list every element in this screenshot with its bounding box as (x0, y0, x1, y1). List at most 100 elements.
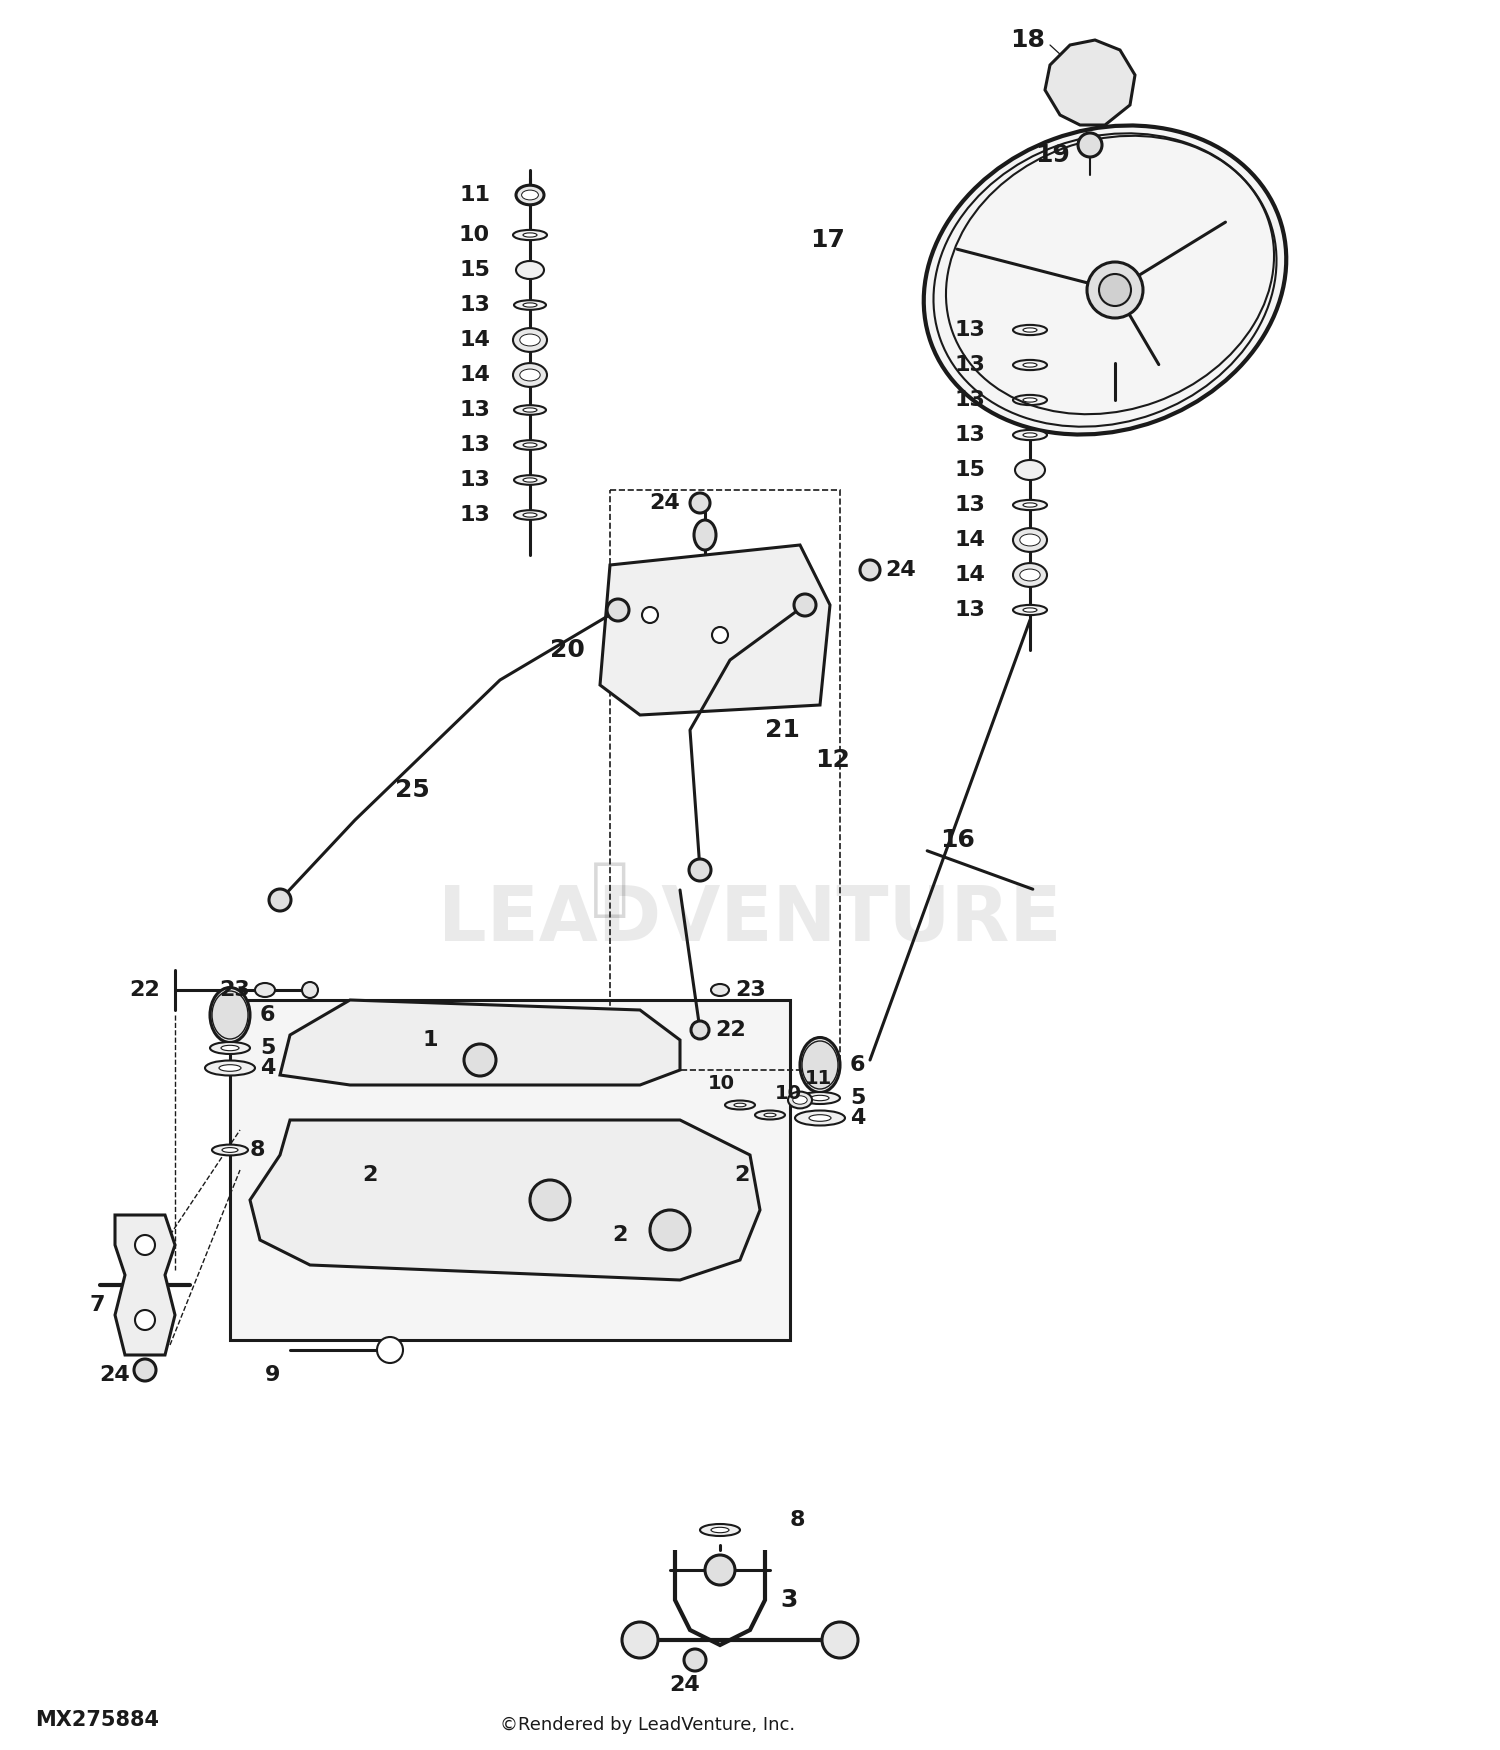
Ellipse shape (724, 1101, 754, 1110)
Text: 13: 13 (954, 600, 986, 619)
Text: ©Rendered by LeadVenture, Inc.: ©Rendered by LeadVenture, Inc. (500, 1717, 795, 1734)
Circle shape (859, 560, 880, 579)
Text: 13: 13 (459, 296, 490, 315)
Text: 7: 7 (90, 1295, 105, 1314)
Text: 23: 23 (219, 980, 251, 999)
Ellipse shape (513, 327, 548, 352)
Text: 5: 5 (850, 1088, 865, 1108)
Ellipse shape (1013, 564, 1047, 586)
Text: 2: 2 (363, 1166, 378, 1185)
Ellipse shape (800, 1038, 840, 1092)
Ellipse shape (524, 408, 537, 411)
Circle shape (692, 1020, 709, 1040)
Text: 9: 9 (264, 1365, 280, 1384)
Ellipse shape (1013, 360, 1047, 369)
Text: 6: 6 (850, 1055, 865, 1074)
Text: LEADVENTURE: LEADVENTURE (438, 884, 1062, 957)
Ellipse shape (788, 1092, 812, 1108)
Circle shape (134, 1360, 156, 1381)
Text: 22: 22 (716, 1020, 746, 1040)
Text: 24: 24 (99, 1365, 130, 1384)
Text: 14: 14 (954, 565, 986, 584)
Text: 13: 13 (954, 495, 986, 514)
Ellipse shape (795, 1111, 844, 1125)
Circle shape (464, 1045, 496, 1076)
Text: 22: 22 (129, 980, 160, 999)
Text: 10: 10 (708, 1073, 735, 1092)
Text: 15: 15 (954, 460, 986, 480)
Ellipse shape (220, 1045, 238, 1050)
Ellipse shape (514, 301, 546, 310)
Ellipse shape (924, 126, 1287, 434)
Ellipse shape (520, 334, 540, 346)
Text: 2: 2 (612, 1225, 627, 1244)
Ellipse shape (522, 191, 538, 200)
Text: 23: 23 (735, 980, 765, 999)
Ellipse shape (1013, 396, 1047, 404)
Circle shape (712, 626, 728, 642)
Circle shape (642, 607, 658, 623)
Ellipse shape (1013, 430, 1047, 439)
Ellipse shape (211, 990, 248, 1040)
Ellipse shape (524, 303, 537, 306)
Ellipse shape (808, 1115, 831, 1122)
Text: 24: 24 (885, 560, 915, 579)
Ellipse shape (794, 1096, 807, 1104)
Ellipse shape (800, 1092, 840, 1104)
Ellipse shape (524, 513, 537, 516)
Ellipse shape (1023, 607, 1036, 612)
Text: 6: 6 (260, 1004, 276, 1026)
Text: 13: 13 (954, 355, 986, 374)
Ellipse shape (513, 229, 548, 240)
Ellipse shape (1023, 432, 1036, 438)
Text: 11: 11 (459, 186, 490, 205)
Text: 8: 8 (251, 1139, 266, 1160)
Text: 3: 3 (780, 1587, 798, 1612)
Circle shape (690, 493, 709, 513)
Ellipse shape (1023, 327, 1036, 332)
Text: 4: 4 (260, 1059, 276, 1078)
Ellipse shape (210, 987, 251, 1043)
Ellipse shape (514, 406, 546, 415)
Ellipse shape (516, 261, 544, 278)
Circle shape (794, 593, 816, 616)
Ellipse shape (516, 186, 544, 205)
Ellipse shape (812, 1096, 830, 1101)
Text: 14: 14 (459, 331, 490, 350)
Ellipse shape (764, 1113, 776, 1116)
Circle shape (705, 1556, 735, 1586)
Ellipse shape (1013, 606, 1047, 614)
Text: 10: 10 (776, 1083, 802, 1102)
Text: 19: 19 (1035, 144, 1070, 166)
Circle shape (376, 1337, 404, 1363)
Text: 24: 24 (650, 493, 680, 513)
Text: 13: 13 (459, 506, 490, 525)
Text: 21: 21 (765, 718, 800, 742)
Ellipse shape (206, 1060, 255, 1076)
Ellipse shape (1016, 460, 1046, 480)
Circle shape (1100, 275, 1131, 306)
Bar (230, 999, 790, 1340)
Circle shape (530, 1180, 570, 1220)
Polygon shape (116, 1214, 176, 1354)
Ellipse shape (219, 1064, 242, 1071)
Polygon shape (251, 1120, 760, 1279)
Bar (610, 490, 840, 1069)
Ellipse shape (222, 1148, 238, 1153)
Circle shape (684, 1648, 706, 1671)
Ellipse shape (711, 1528, 729, 1533)
Text: 10: 10 (459, 226, 490, 245)
Circle shape (135, 1311, 154, 1330)
Ellipse shape (1020, 569, 1040, 581)
Text: 5: 5 (260, 1038, 276, 1059)
Text: 12: 12 (815, 747, 850, 772)
Ellipse shape (514, 511, 546, 520)
Circle shape (1078, 133, 1102, 158)
Text: 13: 13 (954, 425, 986, 444)
Ellipse shape (524, 443, 537, 446)
Text: MX275884: MX275884 (34, 1710, 159, 1731)
Ellipse shape (754, 1111, 784, 1120)
Text: 11: 11 (806, 1069, 832, 1087)
Ellipse shape (255, 984, 274, 997)
Text: 1: 1 (423, 1031, 438, 1050)
